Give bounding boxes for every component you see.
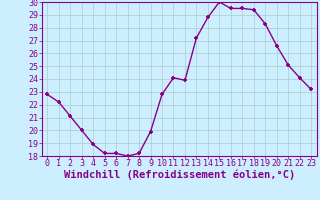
X-axis label: Windchill (Refroidissement éolien,°C): Windchill (Refroidissement éolien,°C) [64, 170, 295, 180]
